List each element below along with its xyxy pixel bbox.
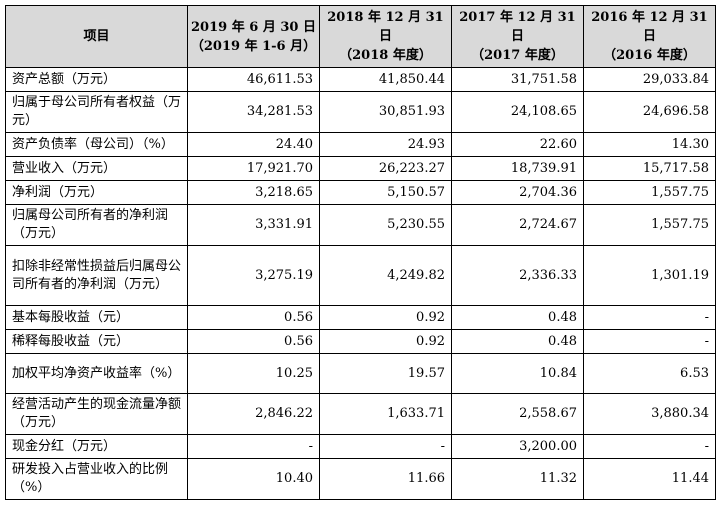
cell-value: 11.44	[583, 458, 716, 500]
table-row: 现金分红（万元） - - 3,200.00 -	[5, 434, 716, 459]
cell-value: 6.53	[583, 353, 716, 394]
period-date: 2016 年 12 月 31 日	[591, 10, 708, 44]
header-period-2016: 2016 年 12 月 31 日 （2016 年度）	[583, 5, 716, 68]
period-sub: （2017 年度）	[471, 48, 564, 63]
cell-value: 1,301.19	[583, 245, 716, 306]
cell-value: 41,850.44	[319, 67, 452, 92]
period-date: 2017 年 12 月 31 日	[459, 10, 576, 44]
cell-value: 29,033.84	[583, 67, 716, 92]
row-label: 资产负债率（母公司）（%）	[5, 132, 188, 157]
cell-value: -	[187, 434, 320, 459]
row-label: 研发投入占营业收入的比例（%）	[5, 458, 188, 500]
cell-value: -	[583, 329, 716, 354]
cell-value: 3,880.34	[583, 393, 716, 435]
table-row: 研发投入占营业收入的比例（%） 10.40 11.66 11.32 11.44	[5, 458, 716, 500]
cell-value: 24.40	[187, 132, 320, 157]
cell-value: 2,336.33	[451, 245, 584, 306]
cell-value: 11.66	[319, 458, 452, 500]
cell-value: 0.48	[451, 329, 584, 354]
cell-value: 0.92	[319, 329, 452, 354]
cell-value: 14.30	[583, 132, 716, 157]
cell-value: 30,851.93	[319, 91, 452, 133]
cell-value: 18,739.91	[451, 156, 584, 181]
cell-value: 24.93	[319, 132, 452, 157]
financial-summary-table: 项目 2019 年 6 月 30 日 （2019 年 1-6 月） 2018 年…	[5, 5, 716, 500]
header-period-2017: 2017 年 12 月 31 日 （2017 年度）	[451, 5, 584, 68]
table-row: 稀释每股收益（元） 0.56 0.92 0.48 -	[5, 329, 716, 354]
cell-value: 2,704.36	[451, 180, 584, 205]
cell-value: 15,717.58	[583, 156, 716, 181]
period-date: 2018 年 12 月 31 日	[327, 10, 444, 44]
row-label: 资产总额（万元）	[5, 67, 188, 92]
row-label: 经营活动产生的现金流量净额（万元）	[5, 393, 188, 435]
period-date: 2019 年 6 月 30 日	[191, 19, 316, 35]
period-sub: （2016 年度）	[603, 48, 696, 63]
cell-value: 3,275.19	[187, 245, 320, 306]
table-row: 资产负债率（母公司）（%） 24.40 24.93 22.60 14.30	[5, 132, 716, 157]
row-label: 归属母公司所有者的净利润（万元）	[5, 204, 188, 246]
row-label: 加权平均净资产收益率（%）	[5, 353, 188, 394]
cell-value: -	[583, 305, 716, 330]
cell-value: 46,611.53	[187, 67, 320, 92]
table-row: 基本每股收益（元） 0.56 0.92 0.48 -	[5, 305, 716, 330]
cell-value: 24,108.65	[451, 91, 584, 133]
table-row: 经营活动产生的现金流量净额（万元） 2,846.22 1,633.71 2,55…	[5, 393, 716, 435]
row-label: 营业收入（万元）	[5, 156, 188, 181]
table-header: 项目 2019 年 6 月 30 日 （2019 年 1-6 月） 2018 年…	[5, 5, 716, 68]
row-label: 现金分红（万元）	[5, 434, 188, 459]
cell-value: 10.25	[187, 353, 320, 394]
cell-value: 10.84	[451, 353, 584, 394]
cell-value: 1,557.75	[583, 180, 716, 205]
cell-value: 0.56	[187, 305, 320, 330]
period-sub: （2019 年 1-6 月）	[190, 38, 317, 54]
cell-value: 34,281.53	[187, 91, 320, 133]
row-label: 净利润（万元）	[5, 180, 188, 205]
cell-value: 24,696.58	[583, 91, 716, 133]
cell-value: 19.57	[319, 353, 452, 394]
cell-value: 0.92	[319, 305, 452, 330]
period-sub: （2018 年度）	[339, 48, 432, 63]
table-row: 营业收入（万元） 17,921.70 26,223.27 18,739.91 1…	[5, 156, 716, 181]
cell-value: 3,331.91	[187, 204, 320, 246]
table-row: 资产总额（万元） 46,611.53 41,850.44 31,751.58 2…	[5, 67, 716, 92]
cell-value: 2,724.67	[451, 204, 584, 246]
row-label: 稀释每股收益（元）	[5, 329, 188, 354]
cell-value: 17,921.70	[187, 156, 320, 181]
cell-value: 1,557.75	[583, 204, 716, 246]
header-item: 项目	[5, 5, 188, 68]
cell-value: 3,200.00	[451, 434, 584, 459]
table-body: 资产总额（万元） 46,611.53 41,850.44 31,751.58 2…	[5, 67, 716, 500]
header-period-2019h1: 2019 年 6 月 30 日 （2019 年 1-6 月）	[187, 5, 320, 68]
cell-value: -	[583, 434, 716, 459]
cell-value: 0.56	[187, 329, 320, 354]
cell-value: 0.48	[451, 305, 584, 330]
cell-value: 5,150.57	[319, 180, 452, 205]
row-label: 扣除非经常性损益后归属母公司所有者的净利润（万元）	[5, 245, 188, 306]
cell-value: 11.32	[451, 458, 584, 500]
row-label: 基本每股收益（元）	[5, 305, 188, 330]
header-period-2018: 2018 年 12 月 31 日 （2018 年度）	[319, 5, 452, 68]
cell-value: -	[319, 434, 452, 459]
cell-value: 10.40	[187, 458, 320, 500]
header-row: 项目 2019 年 6 月 30 日 （2019 年 1-6 月） 2018 年…	[5, 5, 716, 68]
cell-value: 26,223.27	[319, 156, 452, 181]
table-row: 归属于母公司所有者权益（万元） 34,281.53 30,851.93 24,1…	[5, 91, 716, 133]
table-row: 归属母公司所有者的净利润（万元） 3,331.91 5,230.55 2,724…	[5, 204, 716, 246]
cell-value: 2,558.67	[451, 393, 584, 435]
cell-value: 5,230.55	[319, 204, 452, 246]
cell-value: 31,751.58	[451, 67, 584, 92]
table-row: 扣除非经常性损益后归属母公司所有者的净利润（万元） 3,275.19 4,249…	[5, 245, 716, 306]
table-row: 加权平均净资产收益率（%） 10.25 19.57 10.84 6.53	[5, 353, 716, 394]
cell-value: 1,633.71	[319, 393, 452, 435]
cell-value: 2,846.22	[187, 393, 320, 435]
cell-value: 22.60	[451, 132, 584, 157]
cell-value: 4,249.82	[319, 245, 452, 306]
row-label: 归属于母公司所有者权益（万元）	[5, 91, 188, 133]
cell-value: 3,218.65	[187, 180, 320, 205]
table-row: 净利润（万元） 3,218.65 5,150.57 2,704.36 1,557…	[5, 180, 716, 205]
